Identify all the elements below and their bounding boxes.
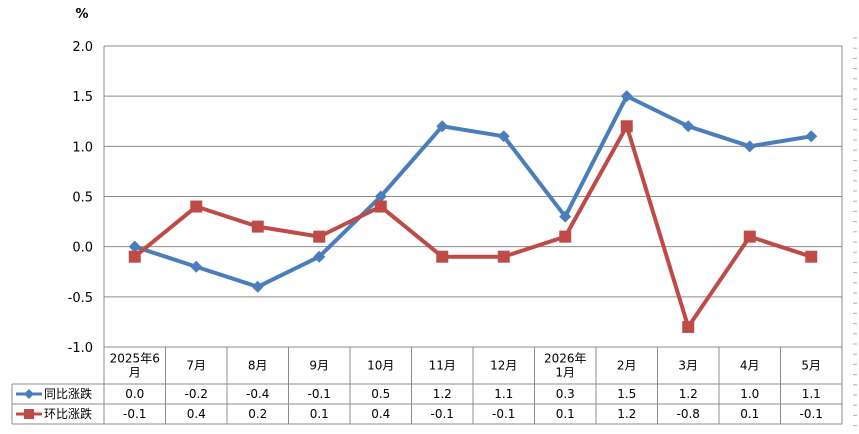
y-tick-label: -0.5 (68, 291, 93, 306)
data-table-value: -0.1 (492, 407, 515, 421)
x-category-label: 9月 (309, 359, 329, 373)
data-point (436, 250, 449, 263)
x-category-label: 2025年6 月 (110, 352, 160, 380)
data-table-value: 0.4 (371, 407, 390, 421)
x-category-label: 12月 (490, 359, 517, 373)
x-category-label: 11月 (429, 359, 456, 373)
data-point (682, 120, 695, 133)
y-tick-label: 1.5 (72, 90, 93, 105)
y-axis-ticks: 2.0 1.5 1.0 0.5 0.0 -0.5 -1.0 (68, 40, 93, 356)
x-category-label: 4月 (740, 359, 760, 373)
y-unit-label: % (75, 7, 88, 22)
data-point (374, 200, 387, 213)
data-table-value: -0.1 (123, 407, 146, 421)
x-category-label: 5月 (801, 359, 821, 373)
data-point (743, 230, 756, 243)
x-category-label: 8月 (248, 359, 268, 373)
data-table-value: 1.2 (433, 387, 452, 401)
data-table-value: 1.5 (617, 387, 636, 401)
data-point (313, 250, 326, 263)
data-point (436, 120, 449, 133)
legend-swatch-marker (24, 389, 34, 399)
data-table-value: 0.0 (125, 387, 144, 401)
series-layer (128, 90, 818, 333)
data-table-value: 0.1 (310, 407, 329, 421)
data-point (805, 250, 818, 263)
data-point (620, 120, 633, 133)
data-point (313, 230, 326, 243)
data-point (190, 200, 203, 213)
legend-label: 环比涨跌 (44, 406, 92, 421)
data-table-value: 0.1 (740, 407, 759, 421)
data-point (128, 240, 141, 253)
x-category-label: 2026年 1月 (544, 352, 587, 380)
data-table-value: 0.4 (187, 407, 206, 421)
data-point (374, 190, 387, 203)
data-table-value: -0.1 (800, 407, 823, 421)
data-point (559, 230, 572, 243)
data-table-value: -0.1 (308, 387, 331, 401)
y-tick-label: 0.0 (72, 241, 93, 256)
data-table-value: 1.0 (740, 387, 759, 401)
data-table: 2025年6 月 7月 8月 9月 10月 11月 12月 2026年 1月 2月 3月 4月 5月同比涨… (11, 346, 843, 425)
data-point (559, 210, 572, 223)
data-table-value: -0.4 (246, 387, 269, 401)
data-table-value: 0.2 (248, 407, 267, 421)
data-table-value: 1.1 (802, 387, 821, 401)
data-table-value: 0.1 (556, 407, 575, 421)
y-tick-label: -1.0 (68, 341, 93, 356)
data-point (251, 220, 264, 233)
data-point (128, 250, 141, 263)
data-point (251, 280, 264, 293)
series-line-1 (134, 94, 812, 289)
data-point (190, 260, 203, 273)
data-table-value: -0.1 (431, 407, 454, 421)
x-category-label: 10月 (367, 359, 394, 373)
data-table-value: 0.3 (556, 387, 575, 401)
data-table-value: -0.2 (185, 387, 208, 401)
series-line-2 (133, 124, 812, 329)
data-table-value: 1.2 (679, 387, 698, 401)
data-point (497, 250, 510, 263)
y-tick-label: 2.0 (72, 40, 93, 55)
x-category-label: 2月 (617, 359, 637, 373)
legend-label: 同比涨跌 (44, 386, 92, 401)
data-table-value: 1.1 (494, 387, 513, 401)
legend-swatch-marker (24, 409, 34, 419)
y-tick-label: 1.0 (72, 140, 93, 155)
right-edge-ticks (853, 37, 857, 427)
data-table-value: -0.8 (677, 407, 700, 421)
data-point (497, 130, 510, 143)
data-point (805, 130, 818, 143)
grid (103, 45, 843, 348)
data-point (743, 140, 756, 153)
x-category-label: 7月 (186, 359, 206, 373)
data-table-value: 1.2 (617, 407, 636, 421)
x-category-label: 3月 (678, 359, 698, 373)
y-tick-label: 0.5 (72, 191, 93, 206)
data-table-value: 0.5 (371, 387, 390, 401)
data-point (620, 90, 633, 103)
data-point (682, 320, 695, 333)
